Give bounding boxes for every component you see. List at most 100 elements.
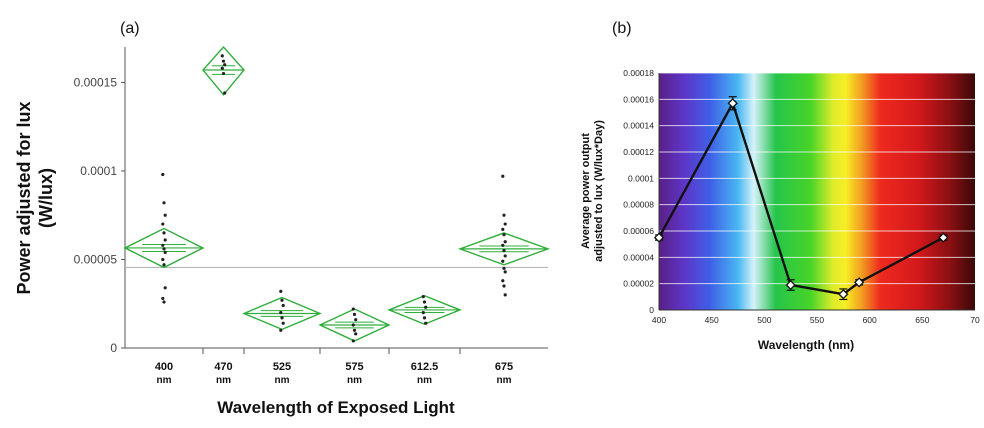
chart-b-x-tick-label: 70 xyxy=(970,315,980,325)
chart-b-x-tick-label: 500 xyxy=(757,315,771,325)
chart-a-data-point xyxy=(502,249,506,253)
chart-a-data-point xyxy=(221,59,226,63)
chart-a-x-tick-label: 525 xyxy=(273,361,291,373)
chart-b-y-tick-label: 0.00004 xyxy=(623,252,654,262)
chart-a-x-tick-label: 612.5 xyxy=(411,361,439,373)
chart-a-data-point xyxy=(503,254,507,258)
chart-b-marks xyxy=(653,96,949,301)
chart-b-y-tick-label: 0.00012 xyxy=(623,147,654,157)
chart-a-data-point xyxy=(424,305,428,309)
chart-b-y-tick-label: 0.00018 xyxy=(623,68,654,78)
chart-b-x-tick-labels: 400 450 500 550 600 650 70 xyxy=(652,315,980,325)
chart-a-data-point xyxy=(161,222,165,226)
chart-a-data-point xyxy=(163,238,167,242)
chart-b-data-point xyxy=(653,232,665,243)
chart-a-data-point xyxy=(162,201,166,205)
panel-b-label: (b) xyxy=(612,20,632,37)
chart-a-x-tick-unit: nm xyxy=(157,375,172,386)
chart-a-mean-diamond xyxy=(202,45,245,96)
chart-a-data-point xyxy=(220,54,224,58)
chart-a-data-point xyxy=(279,289,283,293)
chart-a-data-point xyxy=(162,263,166,267)
chart-a-data-point xyxy=(424,321,428,325)
chart-a-y-ticks: 0 0.00005 0.0001 0.00015 xyxy=(74,75,125,355)
chart-a-data-point xyxy=(502,233,506,237)
chart-a-group xyxy=(457,174,551,297)
chart-a-xlabel: Wavelength of Exposed Light xyxy=(217,398,455,417)
chart-b-y-tick-label: 0.0001 xyxy=(628,173,654,183)
chart-b-y-tick-label: 0.00006 xyxy=(623,226,654,236)
chart-b-xlabel: Wavelength (nm) xyxy=(758,338,854,352)
chart-a-data-point xyxy=(162,300,166,304)
chart-a-marks xyxy=(123,45,551,343)
chart-b-gridlines xyxy=(659,72,975,285)
chart-a-x-tick-labels: 400 nm 470 nm 525 nm 575 nm 612.5 nm 675 nm xyxy=(155,361,513,386)
chart-b-y-tick-label: 0.00014 xyxy=(623,121,654,131)
chart-b-ylabel-line2: adjusted to lux (W/lux*Day) xyxy=(593,120,605,262)
chart-a-x-tick-label: 575 xyxy=(345,361,363,373)
chart-a-data-point xyxy=(161,243,165,247)
chart-a-data-point xyxy=(221,71,226,76)
chart-a-x-tick-label: 400 xyxy=(155,361,173,373)
chart-a-category-separators xyxy=(202,348,461,354)
chart-a-group xyxy=(242,289,322,332)
chart-a-data-point xyxy=(351,339,355,343)
chart-a-data-point xyxy=(161,172,165,177)
chart-b-x-tick-label: 600 xyxy=(863,315,877,325)
chart-a-data-point xyxy=(503,270,507,274)
chart-a-data-point xyxy=(280,316,284,320)
chart-a-group xyxy=(202,45,245,96)
chart-a-data-point xyxy=(501,259,505,263)
chart-b: 0 0.00002 0.00004 0.00006 0.00008 0.0001 0.000… xyxy=(580,68,980,352)
chart-a-data-point xyxy=(352,312,357,316)
chart-b-y-tick-labels: 0 0.00002 0.00004 0.00006 0.00008 0.0001 0.000… xyxy=(623,68,654,315)
chart-a-data-point xyxy=(280,298,284,302)
chart-b-y-tick-label: 0.00016 xyxy=(623,94,654,104)
chart-a-data-point xyxy=(352,328,357,332)
chart-a-data-point xyxy=(421,295,425,299)
chart-b-x-tick-label: 650 xyxy=(915,315,929,325)
chart-a-x-tick-unit: nm xyxy=(216,375,231,386)
chart-a-y-tick-label: 0.0001 xyxy=(80,164,117,178)
chart-b-y-tick-label: 0.00008 xyxy=(623,200,654,210)
chart-a-x-tick-unit: nm xyxy=(497,375,512,386)
chart-a-data-point xyxy=(422,316,427,320)
chart-a-data-point xyxy=(220,66,224,70)
chart-a-data-point xyxy=(161,296,165,301)
chart-a-data-point xyxy=(281,321,285,325)
chart-a-data-point xyxy=(281,303,285,308)
chart-a-group xyxy=(123,172,205,304)
chart-b-data-point xyxy=(938,232,949,243)
chart-a-data-point xyxy=(163,250,167,254)
chart-a-data-point xyxy=(503,293,507,297)
chart-a-ylabel-line2: (W/lux) xyxy=(36,168,56,228)
chart-b-x-tick-label: 400 xyxy=(652,315,666,325)
chart-b-data-point xyxy=(785,279,796,291)
chart-a-data-point xyxy=(351,307,355,311)
chart-b-data-point xyxy=(838,289,849,300)
chart-a-data-point xyxy=(503,240,507,244)
chart-a-data-point xyxy=(501,243,505,247)
chart-b-y-tick-label: 0.00002 xyxy=(623,279,654,289)
chart-a-data-point xyxy=(163,286,167,290)
chart-a-data-point xyxy=(162,231,166,235)
chart-b-x-tick-label: 450 xyxy=(705,315,719,325)
chart-a-y-tick-label: 0.00015 xyxy=(74,75,118,89)
chart-a-data-point xyxy=(279,310,283,315)
chart-a: 0 0.00005 0.0001 0.00015 400 nm 470 nm 525 nm 575… xyxy=(14,45,551,417)
chart-a-data-point xyxy=(501,174,505,178)
chart-a-data-point xyxy=(502,284,506,288)
chart-b-x-tick-label: 550 xyxy=(810,315,824,325)
chart-a-group xyxy=(387,295,462,325)
chart-a-data-point xyxy=(422,300,427,304)
chart-a-x-tick-label: 675 xyxy=(495,361,513,373)
chart-b-data-point xyxy=(854,277,865,288)
chart-b-spectrum-background xyxy=(659,73,975,310)
panel-a-label: (a) xyxy=(120,20,140,37)
chart-a-data-point xyxy=(501,279,505,283)
chart-a-x-tick-label: 470 xyxy=(214,361,232,373)
chart-a-x-tick-unit: nm xyxy=(417,375,432,386)
chart-a-ylabel-line1: Power adjusted for lux xyxy=(14,101,34,294)
